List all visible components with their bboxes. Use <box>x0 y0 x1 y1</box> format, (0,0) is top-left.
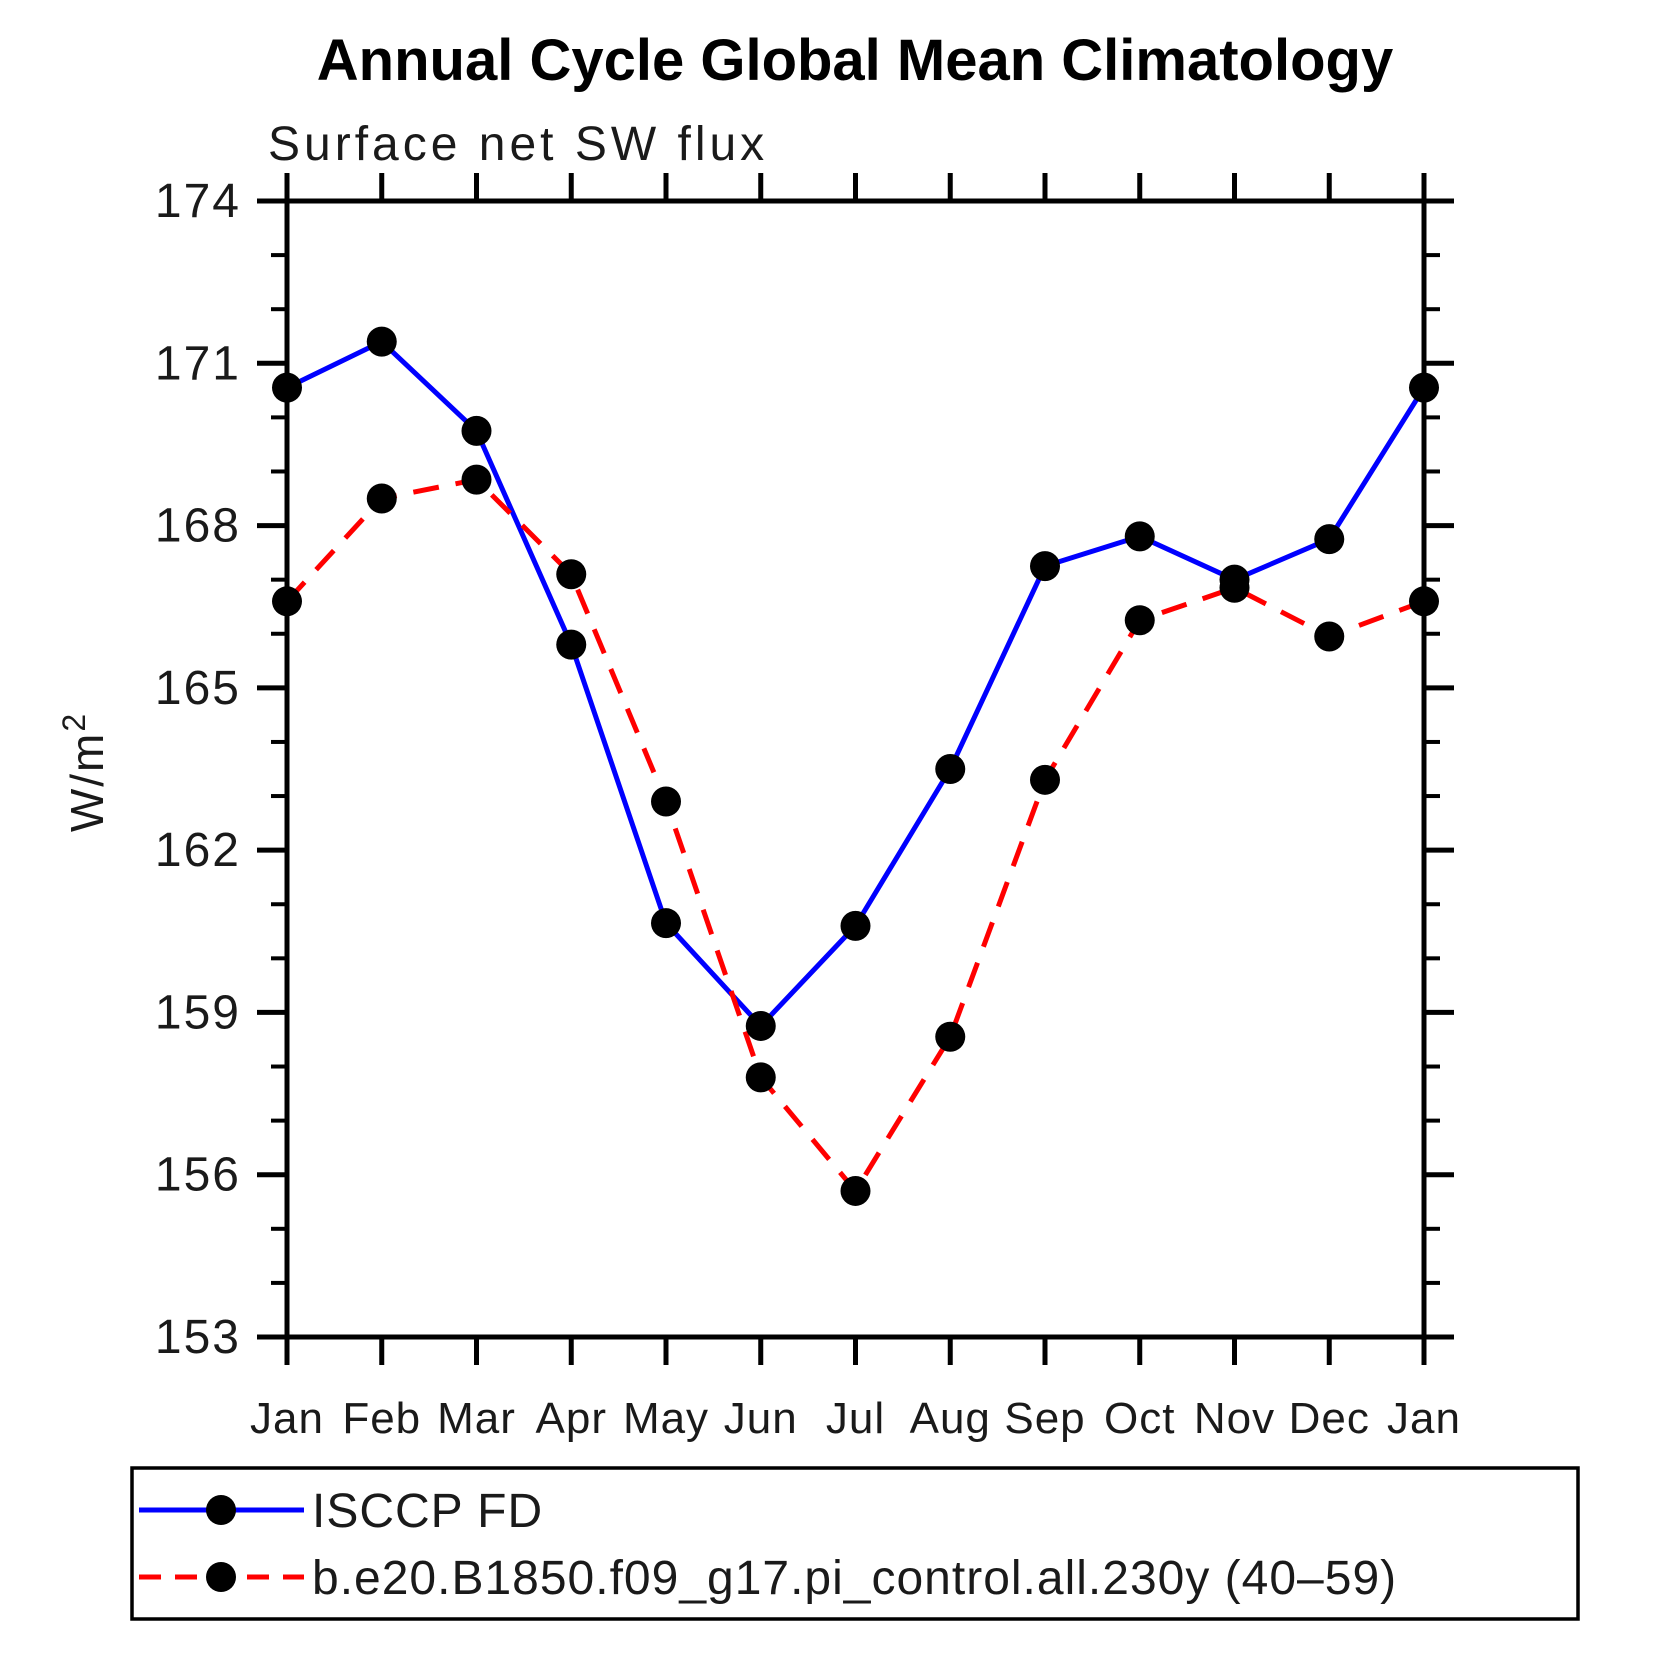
x-axis-tick-label: Sep <box>1004 1394 1085 1443</box>
data-point-marker-s0 <box>1030 551 1060 582</box>
y-axis-tick-label: 153 <box>155 1311 241 1364</box>
x-axis-tick-label: Nov <box>1194 1394 1275 1443</box>
y-axis-unit-label: W/m2 <box>56 712 113 832</box>
plot-frame <box>284 198 1427 1340</box>
series-line-1 <box>285 477 1425 1194</box>
y-axis-tick-label: 159 <box>155 986 241 1039</box>
data-point-marker-s1 <box>1030 764 1060 795</box>
y-axis-tick-label: 171 <box>155 337 241 390</box>
legend: ISCCP FD b.e20.B1850.f09_g17.pi_control.… <box>130 1466 1580 1621</box>
legend-item-model-run: b.e20.B1850.f09_g17.pi_control.all.230y … <box>139 1552 1397 1605</box>
x-axis-tick-label: Jan <box>250 1394 324 1443</box>
legend-marker-dot <box>206 1562 236 1592</box>
x-axis-tick-label: Jan <box>1387 1394 1461 1443</box>
legend-item-isccp-fd: ISCCP FD <box>139 1485 543 1538</box>
y-axis-tick-label: 168 <box>155 500 241 553</box>
data-point-marker-s0 <box>1409 372 1439 403</box>
data-point-marker-s0 <box>935 754 966 784</box>
data-point-marker-s1 <box>1219 572 1250 603</box>
x-axis-tick-label: Dec <box>1289 1394 1370 1443</box>
y-axis-unit-exponent: 2 <box>56 712 92 732</box>
y-axis-tick-label: 174 <box>155 175 241 228</box>
data-point-marker-s1 <box>935 1021 966 1052</box>
x-axis-tick-label: Aug <box>910 1394 991 1443</box>
legend-label-model-run: b.e20.B1850.f09_g17.pi_control.all.230y … <box>312 1552 1397 1605</box>
x-axis-tick-label: Jun <box>724 1394 798 1443</box>
y-axis-tick-label: 156 <box>155 1149 241 1202</box>
data-point-marker-s1 <box>745 1062 776 1093</box>
data-point-marker-s0 <box>651 908 681 939</box>
data-point-marker-s0 <box>840 910 871 941</box>
x-axis-tick-label: Mar <box>437 1394 516 1443</box>
legend-marker-dot <box>206 1495 236 1525</box>
y-axis-tick-label: 165 <box>155 662 241 715</box>
data-point-marker-s0 <box>366 326 397 357</box>
data-point-marker-s0 <box>1314 524 1345 555</box>
chart-subtitle: Surface net SW flux <box>268 118 768 171</box>
data-point-marker-s1 <box>366 483 397 514</box>
data-point-marker-s1 <box>651 786 681 817</box>
data-point-marker-s0 <box>745 1010 776 1041</box>
data-point-marker-s1 <box>461 464 492 495</box>
y-axis-unit-base: W/m <box>61 732 113 833</box>
data-point-marker-s1 <box>1409 586 1439 617</box>
data-point-marker-s0 <box>272 372 302 403</box>
x-axis-tick-label: Oct <box>1104 1394 1175 1443</box>
page-title: Annual Cycle Global Mean Climatology <box>317 28 1393 93</box>
plot-area: 153 156 159 162 165 168 171 174 Jan Feb Mar Apr May J… <box>155 173 1461 1443</box>
data-point-marker-s0 <box>556 629 587 660</box>
x-axis-tick-label: Jul <box>826 1394 885 1443</box>
x-axis-tick-label: Feb <box>342 1394 421 1443</box>
legend-label-isccp-fd: ISCCP FD <box>312 1485 543 1538</box>
y-axis-tick-label: 162 <box>155 824 241 877</box>
legend-box <box>130 1466 1580 1621</box>
data-point-marker-s1 <box>840 1175 871 1206</box>
data-point-marker-s1 <box>1124 605 1155 636</box>
x-axis-tick-label: May <box>623 1394 709 1443</box>
data-point-marker-s1 <box>1314 621 1345 652</box>
data-point-marker-s0 <box>461 415 492 446</box>
data-point-marker-s0 <box>1124 521 1155 552</box>
data-point-marker-s1 <box>272 586 302 617</box>
data-point-marker-s1 <box>556 559 587 590</box>
x-axis-tick-label: Apr <box>536 1394 607 1443</box>
